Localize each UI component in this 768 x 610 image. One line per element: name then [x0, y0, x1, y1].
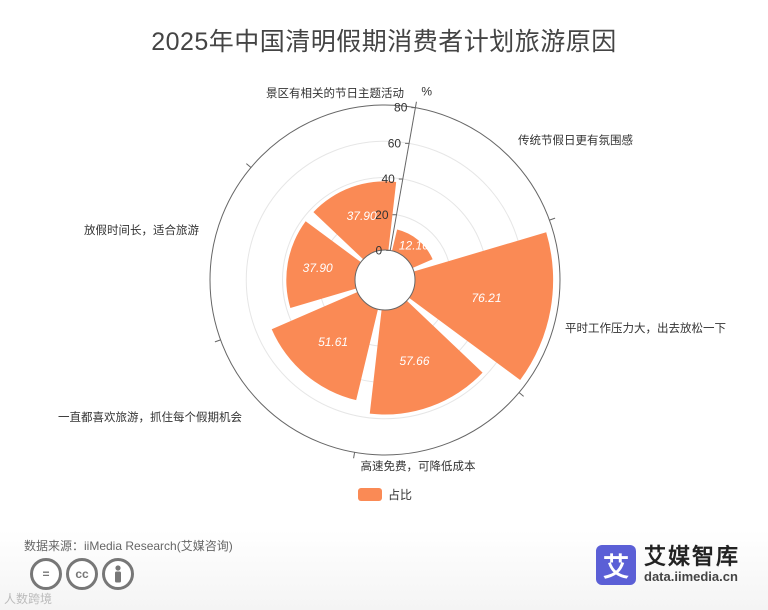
category-labels: 景区有相关的节日主题活动传统节假日更有氛围感平时工作压力大，出去放松一下高速免费…	[58, 86, 726, 473]
data-label-0: 12.10	[399, 239, 429, 253]
bar-4	[286, 221, 361, 309]
chart-title: 2025年中国清明假期消费者计划旅游原因	[151, 28, 617, 56]
category-label-3: 高速免费，可降低成本	[361, 459, 476, 473]
bar-3	[271, 291, 378, 401]
brand-url: data.iimedia.cn	[644, 569, 738, 584]
bar-0	[392, 229, 433, 269]
data-labels: 12.10 76.21 57.66 51.61 37.90 37.90	[303, 209, 502, 368]
outer-tick	[246, 163, 252, 168]
outer-tick	[518, 392, 524, 397]
outer-tick	[214, 339, 221, 343]
category-label-5: 放假时间长，适合旅游	[84, 223, 199, 237]
category-label-0: 景区有相关的节日主题活动	[266, 86, 404, 100]
data-label-3: 51.61	[318, 335, 348, 349]
data-label-5: 37.90	[347, 209, 377, 223]
radial-tick-label: 60	[388, 136, 402, 150]
bar-1	[409, 232, 554, 381]
outer-tick	[414, 101, 417, 108]
person-icon	[102, 558, 134, 590]
unit-label: %	[421, 85, 432, 99]
data-label-4: 37.90	[303, 261, 333, 275]
equal-icon: =	[30, 558, 62, 590]
legend[interactable]: 占比	[358, 486, 412, 503]
category-label-2: 平时工作压力大，出去放松一下	[565, 321, 726, 335]
inner-circle	[354, 249, 416, 311]
legend-swatch	[358, 488, 382, 501]
data-label-1: 76.21	[471, 291, 501, 305]
license-icons: = cc	[30, 558, 134, 590]
brand-name: 艾媒智库	[644, 544, 741, 569]
outer-tick	[549, 217, 556, 221]
radial-tick-label: 80	[394, 101, 408, 115]
brand-logo: 艾	[596, 545, 636, 585]
radial-tick-label: 40	[381, 172, 395, 186]
bar-5	[313, 181, 397, 260]
category-label-4: 一直都喜欢旅游，抓住每个假期机会	[58, 410, 242, 424]
bar-2	[369, 300, 483, 415]
radial-tick-label: 0	[376, 243, 383, 257]
category-label-1: 传统节假日更有氛围感	[518, 133, 633, 147]
cc-icon: cc	[66, 558, 98, 590]
outer-circle	[209, 104, 561, 456]
data-label-2: 57.66	[399, 354, 429, 368]
axis-layer: 0 20 40 60 80%	[209, 85, 561, 459]
bars-layer	[271, 181, 554, 415]
source-note: 数据来源：iiMedia Research(艾媒咨询)	[24, 539, 233, 553]
brand: 艾 艾媒智库 data.iimedia.cn	[596, 545, 740, 585]
radial-tick-label: 20	[375, 208, 389, 222]
outer-tick	[353, 452, 356, 459]
legend-label: 占比	[388, 488, 413, 502]
watermark-text: 人数跨境	[4, 592, 53, 606]
